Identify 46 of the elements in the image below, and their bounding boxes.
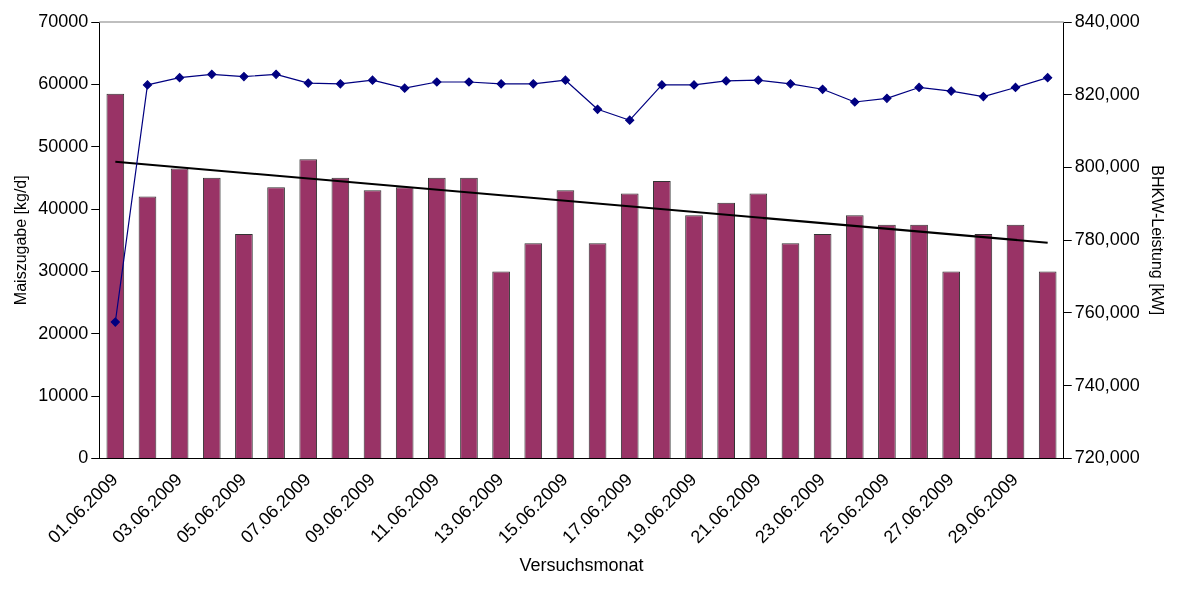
point (592, 104, 603, 114)
point (142, 80, 153, 90)
point (335, 79, 345, 89)
point (785, 79, 796, 89)
point (239, 71, 249, 82)
x-axis-title: Versuchsmonat (519, 555, 644, 576)
y2-tick-label: 840,000 (1074, 10, 1140, 31)
point (689, 80, 699, 90)
point (753, 75, 763, 85)
y2-tick-label: 760,000 (1074, 301, 1140, 322)
point (657, 80, 667, 90)
y-tick-label: 60000 (38, 73, 89, 94)
y2-tick-label: 780,000 (1074, 229, 1140, 250)
point (400, 83, 410, 93)
y2-tick-label: 800,000 (1074, 156, 1140, 177)
point (914, 82, 924, 93)
point (496, 79, 506, 89)
y-axis-title: Maiszugabe [kg/d] (12, 175, 30, 306)
y-tick-label: 10000 (38, 385, 89, 406)
point (432, 77, 442, 87)
y-tick-label: 0 (78, 447, 89, 468)
point (946, 86, 956, 96)
y2-tick-label: 740,000 (1074, 374, 1140, 395)
point (110, 317, 120, 327)
point (303, 78, 313, 88)
y-tick-label: 50000 (38, 135, 89, 156)
point (1043, 73, 1053, 83)
point (560, 75, 571, 85)
y-tick-label: 30000 (38, 260, 89, 281)
point (978, 91, 988, 102)
point (818, 84, 828, 94)
y-tick-label: 70000 (38, 10, 89, 31)
point (528, 79, 538, 89)
point (207, 69, 217, 79)
point (271, 69, 281, 79)
point (367, 75, 378, 85)
y-tick-label: 20000 (38, 322, 89, 343)
point (850, 97, 860, 107)
y2-tick-label: 720,000 (1074, 447, 1140, 468)
point (175, 73, 185, 83)
y-tick-label: 40000 (38, 198, 89, 219)
y2-tick-label: 820,000 (1074, 83, 1140, 104)
point (882, 93, 892, 103)
y2-axis-title: BHKW-Leistung [kW] (1148, 165, 1166, 316)
point (625, 115, 635, 125)
point (721, 76, 731, 86)
